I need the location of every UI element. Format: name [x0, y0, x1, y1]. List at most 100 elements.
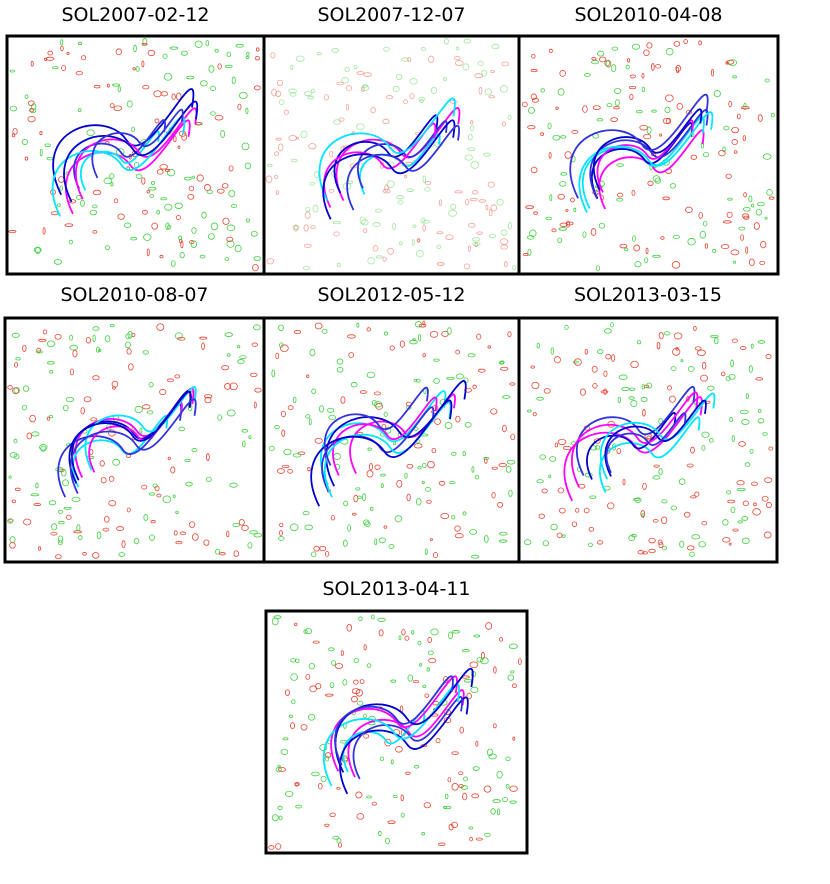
positive-contour — [63, 506, 72, 510]
positive-contour — [557, 88, 565, 96]
field-line — [598, 416, 701, 493]
positive-contour — [166, 168, 176, 177]
field-line — [598, 129, 705, 210]
positive-contour — [356, 322, 360, 328]
negative-contour — [43, 57, 48, 61]
positive-contour — [373, 401, 383, 408]
field-line — [91, 108, 184, 179]
positive-contour — [443, 805, 447, 809]
negative-contour — [39, 131, 43, 136]
positive-contour — [618, 374, 628, 380]
field-line — [325, 380, 467, 487]
positive-contour — [678, 478, 686, 485]
positive-contour — [239, 91, 248, 100]
negative-contour — [304, 211, 311, 219]
negative-contour — [126, 507, 131, 513]
negative-contour — [373, 391, 381, 396]
positive-contour — [651, 109, 657, 113]
negative-contour — [639, 124, 649, 131]
positive-contour — [414, 321, 423, 328]
positive-contour — [421, 480, 425, 485]
positive-contour — [253, 256, 261, 262]
negative-contour — [492, 723, 497, 729]
positive-contour — [477, 60, 484, 66]
positive-contour — [418, 96, 425, 102]
negative-contour — [359, 390, 367, 394]
positive-contour — [396, 195, 405, 200]
negative-contour — [252, 264, 259, 272]
negative-contour — [648, 548, 656, 554]
field-line — [339, 696, 469, 795]
negative-contour — [559, 69, 566, 77]
negative-contour — [570, 197, 575, 203]
negative-contour — [201, 342, 205, 350]
positive-contour — [237, 345, 241, 349]
negative-contour — [660, 236, 665, 240]
positive-contour — [143, 233, 152, 241]
negative-contour — [396, 479, 403, 488]
positive-contour — [305, 414, 311, 419]
positive-contour — [447, 327, 452, 335]
positive-contour — [449, 481, 456, 485]
positive-contour — [39, 148, 43, 157]
negative-contour — [126, 454, 132, 458]
negative-contour — [256, 47, 260, 52]
negative-contour — [731, 338, 738, 343]
positive-contour — [502, 797, 509, 803]
field-line — [332, 396, 438, 476]
negative-contour — [497, 501, 504, 508]
positive-contour — [69, 344, 79, 351]
positive-contour — [404, 472, 408, 479]
negative-contour — [469, 197, 478, 202]
positive-contour — [69, 334, 74, 341]
negative-contour — [141, 42, 148, 46]
positive-contour — [278, 536, 285, 541]
positive-contour — [597, 180, 605, 188]
positive-contour — [436, 244, 442, 250]
negative-contour — [427, 460, 435, 469]
negative-contour — [711, 69, 715, 77]
positive-contour — [702, 220, 708, 227]
positive-contour — [290, 158, 298, 163]
negative-contour — [359, 679, 365, 684]
positive-contour — [764, 216, 768, 220]
positive-contour — [185, 481, 193, 487]
positive-contour — [427, 650, 434, 656]
negative-contour — [454, 56, 461, 61]
positive-contour — [308, 418, 312, 426]
positive-contour — [273, 615, 282, 619]
negative-contour — [23, 518, 32, 526]
panel-frame — [5, 34, 266, 276]
negative-contour — [92, 375, 100, 381]
negative-contour — [395, 746, 403, 753]
positive-contour — [143, 514, 149, 521]
positive-contour — [549, 194, 553, 202]
positive-contour — [584, 73, 591, 77]
positive-contour — [654, 177, 661, 184]
negative-contour — [126, 348, 132, 355]
positive-contour — [336, 358, 344, 365]
negative-contour — [469, 836, 474, 842]
negative-contour — [102, 527, 110, 532]
positive-contour — [422, 219, 430, 224]
positive-contour — [89, 209, 98, 216]
positive-contour — [172, 494, 176, 499]
positive-contour — [632, 235, 636, 242]
negative-contour — [131, 332, 136, 338]
positive-contour — [302, 265, 310, 271]
negative-contour — [582, 105, 588, 113]
negative-contour — [727, 499, 736, 504]
negative-contour — [428, 55, 435, 64]
negative-contour — [740, 234, 745, 241]
negative-contour — [467, 245, 471, 252]
negative-contour — [329, 150, 334, 158]
positive-contour — [443, 38, 449, 45]
negative-contour — [54, 333, 62, 340]
negative-contour — [117, 213, 125, 220]
negative-contour — [233, 550, 240, 557]
positive-contour — [732, 260, 737, 264]
negative-contour — [475, 837, 483, 841]
negative-contour — [27, 115, 36, 123]
positive-contour — [739, 409, 749, 415]
positive-contour — [595, 265, 601, 272]
